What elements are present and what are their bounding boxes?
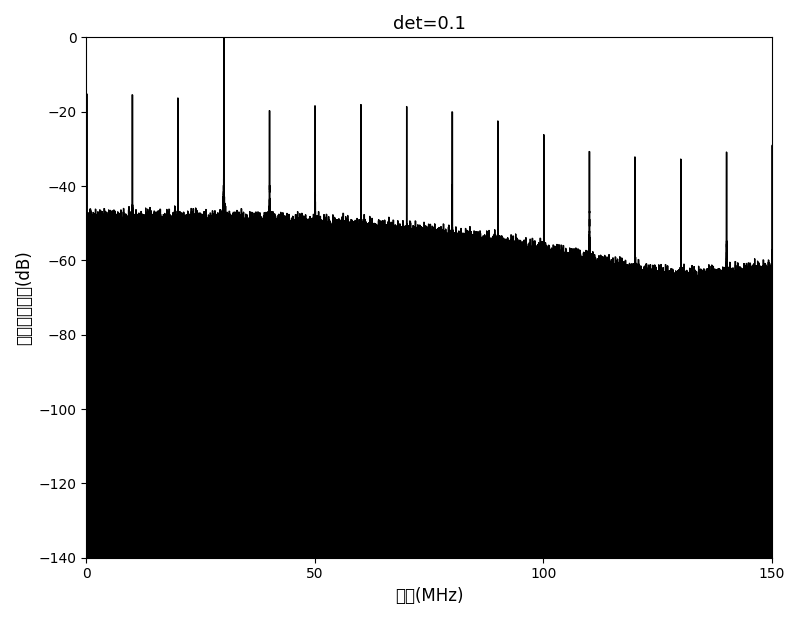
- Title: det=0.1: det=0.1: [393, 15, 466, 33]
- Y-axis label: 归一化功率谱(dB): 归一化功率谱(dB): [15, 250, 33, 345]
- X-axis label: 频率(MHz): 频率(MHz): [394, 587, 463, 605]
